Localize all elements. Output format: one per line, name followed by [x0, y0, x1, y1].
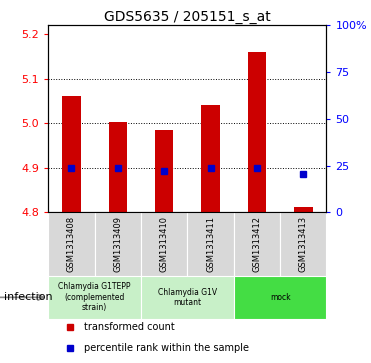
Bar — [155, 130, 174, 212]
Text: infection: infection — [4, 292, 52, 302]
Text: GSM1313413: GSM1313413 — [299, 216, 308, 272]
Bar — [62, 96, 81, 212]
Title: GDS5635 / 205151_s_at: GDS5635 / 205151_s_at — [104, 11, 271, 24]
Bar — [109, 122, 127, 212]
Text: GSM1313408: GSM1313408 — [67, 216, 76, 272]
Text: percentile rank within the sample: percentile rank within the sample — [85, 343, 249, 353]
Bar — [201, 106, 220, 212]
Text: GSM1313411: GSM1313411 — [206, 216, 215, 272]
Bar — [234, 276, 326, 319]
Text: mock: mock — [270, 293, 290, 302]
Text: Chlamydia G1V
mutant: Chlamydia G1V mutant — [158, 287, 217, 307]
Bar — [141, 212, 187, 276]
Text: transformed count: transformed count — [85, 322, 175, 332]
Text: GSM1313410: GSM1313410 — [160, 216, 169, 272]
Bar — [141, 276, 234, 319]
Bar — [187, 212, 234, 276]
Bar — [95, 212, 141, 276]
Bar — [280, 212, 326, 276]
Bar — [48, 276, 141, 319]
Text: GSM1313412: GSM1313412 — [252, 216, 262, 272]
Bar — [248, 52, 266, 212]
Bar — [48, 212, 95, 276]
Text: Chlamydia G1TEPP
(complemented
strain): Chlamydia G1TEPP (complemented strain) — [58, 282, 131, 312]
Bar — [234, 212, 280, 276]
Bar — [294, 207, 312, 212]
Text: GSM1313409: GSM1313409 — [113, 216, 122, 272]
